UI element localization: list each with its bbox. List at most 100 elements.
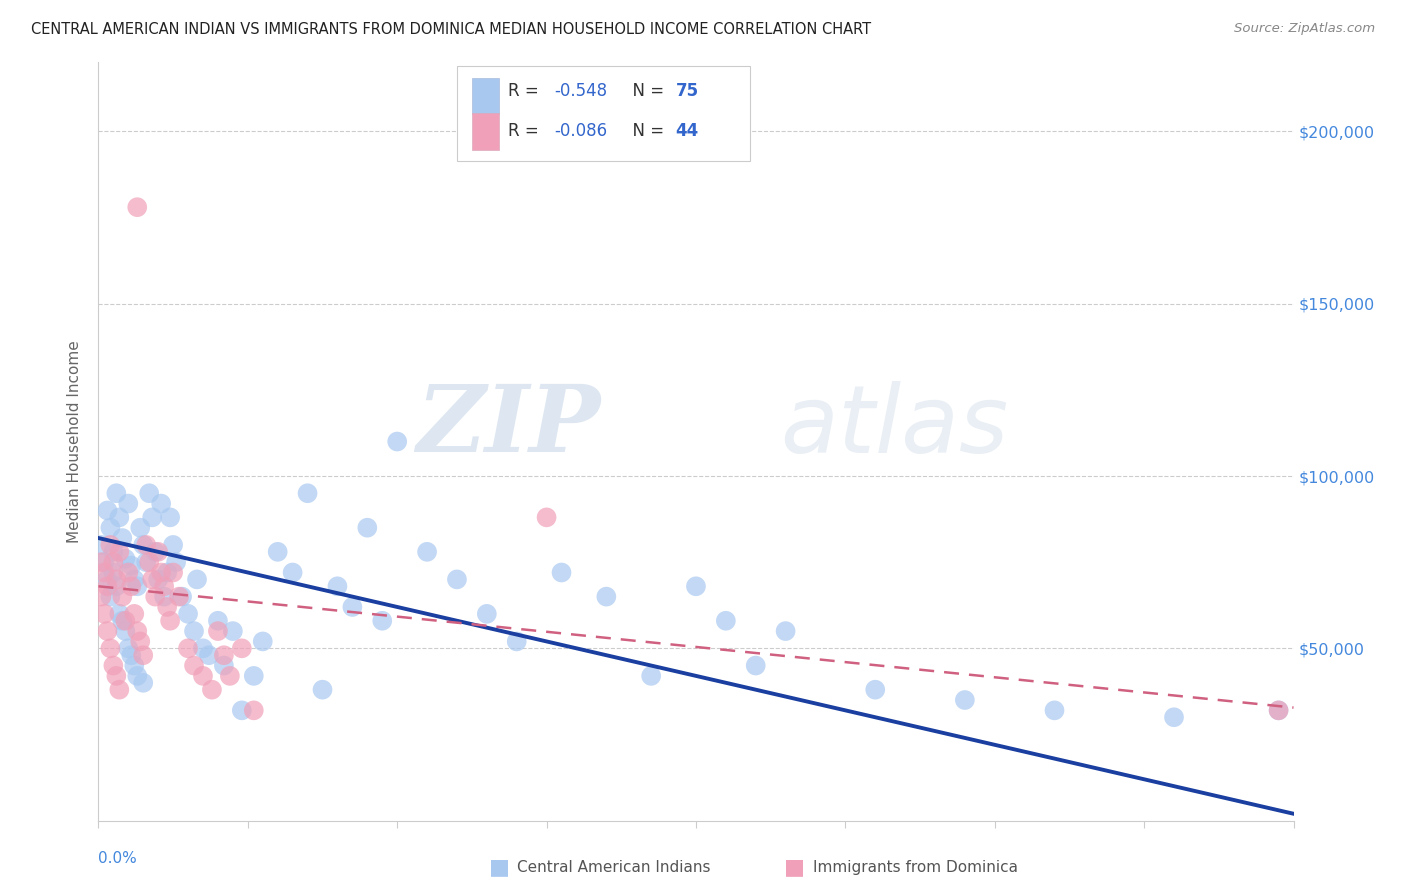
FancyBboxPatch shape	[457, 66, 749, 161]
Point	[117, 497, 139, 511]
Point	[129, 521, 152, 535]
Point	[775, 624, 797, 639]
Point	[177, 607, 200, 621]
Point	[212, 648, 235, 663]
Point	[98, 641, 122, 656]
Point	[105, 486, 128, 500]
Point	[231, 703, 253, 717]
Point	[108, 682, 131, 697]
Point	[153, 579, 176, 593]
Point	[127, 624, 149, 639]
Point	[103, 566, 125, 580]
Point	[550, 566, 572, 580]
Point	[96, 503, 118, 517]
Point	[165, 555, 187, 569]
Point	[156, 599, 179, 614]
Point	[506, 634, 529, 648]
Point	[143, 590, 166, 604]
Point	[183, 658, 205, 673]
Point	[93, 555, 115, 569]
Point	[108, 510, 131, 524]
Point	[385, 434, 409, 449]
Point	[132, 648, 155, 663]
Point	[1267, 703, 1289, 717]
Point	[475, 607, 498, 621]
Point	[191, 669, 214, 683]
Point	[231, 641, 253, 656]
Point	[252, 634, 274, 648]
Point	[243, 669, 266, 683]
Point	[207, 624, 229, 639]
Point	[745, 658, 768, 673]
Point	[186, 573, 208, 587]
Point	[98, 521, 122, 535]
Point	[98, 538, 122, 552]
Point	[132, 675, 155, 690]
Point	[1267, 703, 1289, 717]
Point	[93, 566, 115, 580]
Point	[103, 545, 125, 559]
Text: -0.086: -0.086	[554, 121, 607, 140]
Text: Immigrants from Dominica: Immigrants from Dominica	[813, 860, 1018, 874]
Text: Central American Indians: Central American Indians	[517, 860, 711, 874]
Point	[148, 545, 170, 559]
Point	[201, 682, 224, 697]
Point	[177, 641, 200, 656]
Point	[595, 590, 617, 604]
Point	[143, 545, 166, 559]
Point	[297, 486, 319, 500]
Text: CENTRAL AMERICAN INDIAN VS IMMIGRANTS FROM DOMINICA MEDIAN HOUSEHOLD INCOME CORR: CENTRAL AMERICAN INDIAN VS IMMIGRANTS FR…	[31, 22, 872, 37]
Point	[150, 566, 173, 580]
Point	[865, 682, 887, 697]
Point	[342, 599, 364, 614]
Text: 0.0%: 0.0%	[98, 851, 138, 866]
Point	[207, 614, 229, 628]
Point	[281, 566, 304, 580]
Point	[96, 573, 118, 587]
Point	[141, 573, 163, 587]
Point	[124, 658, 146, 673]
Text: 44: 44	[676, 121, 699, 140]
Point	[90, 590, 112, 604]
Point	[127, 579, 149, 593]
Text: ■: ■	[785, 857, 804, 877]
Point	[117, 566, 139, 580]
Point	[222, 624, 245, 639]
Point	[243, 703, 266, 717]
Point	[93, 607, 115, 621]
Point	[129, 634, 152, 648]
Point	[953, 693, 976, 707]
Point	[138, 486, 160, 500]
Point	[159, 614, 181, 628]
Point	[96, 624, 118, 639]
Point	[198, 648, 221, 663]
Point	[172, 590, 194, 604]
Point	[191, 641, 214, 656]
Text: ZIP: ZIP	[416, 382, 600, 471]
Point	[416, 545, 439, 559]
Point	[103, 658, 125, 673]
Point	[108, 545, 131, 559]
Point	[111, 531, 134, 545]
Point	[127, 200, 149, 214]
Point	[267, 545, 290, 559]
Point	[714, 614, 737, 628]
Point	[114, 614, 136, 628]
Point	[153, 590, 176, 604]
Point	[117, 641, 139, 656]
Point	[212, 658, 235, 673]
Point	[446, 573, 468, 587]
Point	[167, 590, 190, 604]
Text: R =: R =	[509, 121, 544, 140]
Point	[159, 510, 181, 524]
Point	[103, 555, 125, 569]
Point	[108, 607, 131, 621]
Text: ■: ■	[489, 857, 509, 877]
Point	[90, 538, 112, 552]
Point	[105, 669, 128, 683]
Bar	[472, 113, 499, 150]
Text: atlas: atlas	[779, 381, 1008, 472]
Point	[156, 566, 179, 580]
Text: R =: R =	[509, 82, 544, 100]
Text: Source: ZipAtlas.com: Source: ZipAtlas.com	[1234, 22, 1375, 36]
